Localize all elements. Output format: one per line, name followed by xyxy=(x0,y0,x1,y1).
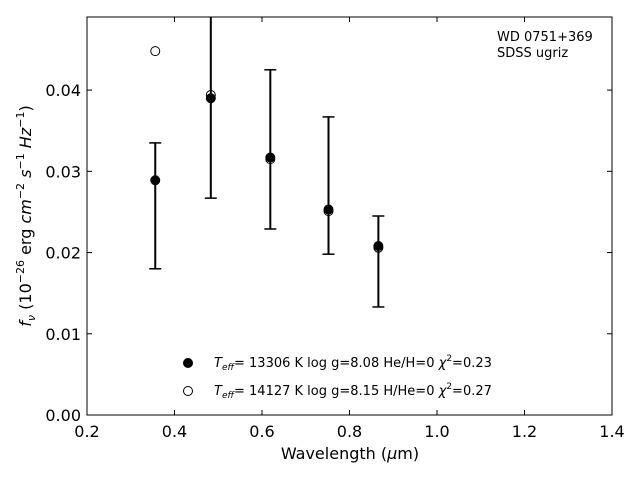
y-axis-label: fν (10−26 erg cm−2 s−1 Hz−1) xyxy=(14,105,38,326)
y-tick-label: 0.04 xyxy=(45,81,81,100)
x-tick-label: 1.4 xyxy=(599,422,624,441)
legend-entry-1: Teff= 13306 K log g=8.08 He/H=0 χ2=0.23 xyxy=(214,354,492,373)
x-tick-label: 1.2 xyxy=(512,422,537,441)
legend: Teff= 13306 K log g=8.08 He/H=0 χ2=0.23 … xyxy=(183,354,492,401)
x-axis-label: Wavelength (μm) xyxy=(281,444,419,463)
y-axis: 0.00 0.01 0.02 0.03 0.04 xyxy=(45,81,612,425)
x-tick-label: 1.0 xyxy=(424,422,449,441)
y-tick-label: 0.01 xyxy=(45,325,81,344)
data-point-filled xyxy=(265,152,276,163)
error-bars xyxy=(149,17,385,308)
data-point-filled xyxy=(323,204,334,215)
data-points xyxy=(150,46,384,253)
data-point-filled xyxy=(150,175,161,186)
y-tick-label: 0.00 xyxy=(45,406,81,425)
legend-entry-2: Teff= 14127 K log g=8.15 H/He=0 χ2=0.27 xyxy=(214,382,492,401)
plot-area xyxy=(86,16,613,416)
annotation-survey: SDSS ugriz xyxy=(497,46,568,61)
x-axis: 0.2 0.4 0.6 0.8 1.0 1.2 1.4 xyxy=(74,17,625,441)
y-tick-label: 0.03 xyxy=(45,162,81,181)
data-point-open xyxy=(150,46,161,57)
data-point-filled xyxy=(205,93,216,104)
x-tick-label: 0.6 xyxy=(249,422,274,441)
x-tick-label: 0.2 xyxy=(74,422,99,441)
annotation-object: WD 0751+369 xyxy=(497,30,593,45)
legend-marker-open xyxy=(183,386,193,396)
y-tick-label: 0.02 xyxy=(45,244,81,263)
data-point-filled xyxy=(373,241,384,252)
x-tick-label: 0.4 xyxy=(162,422,187,441)
legend-marker-filled xyxy=(183,358,193,368)
x-tick-label: 0.8 xyxy=(337,422,362,441)
